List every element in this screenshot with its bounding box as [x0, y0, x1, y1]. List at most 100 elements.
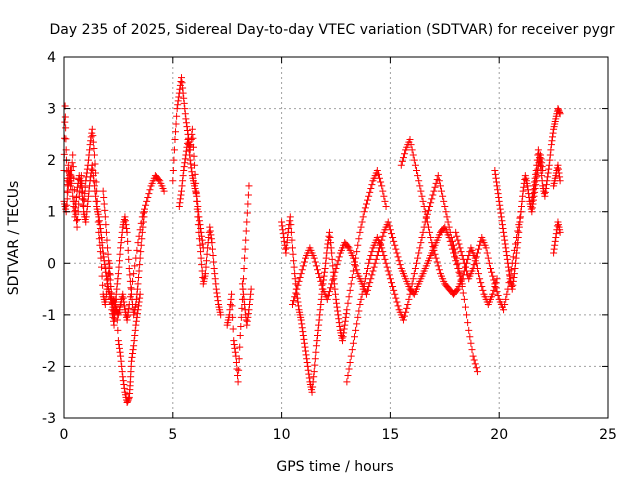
- data-point-interp: [114, 275, 122, 283]
- data-point-interp: [233, 365, 241, 373]
- x-axis-label: GPS time / hours: [276, 459, 393, 475]
- data-point-interp: [545, 165, 553, 173]
- data-point: [556, 228, 564, 236]
- data-point-interp: [244, 310, 252, 318]
- data-point-interp: [433, 258, 441, 266]
- data-point: [310, 368, 318, 376]
- data-point: [323, 295, 331, 303]
- data-point-interp: [136, 261, 144, 269]
- data-point-interp: [177, 191, 185, 199]
- data-point: [206, 223, 214, 231]
- data-point-interp: [235, 355, 243, 363]
- data-point-interp: [506, 271, 514, 279]
- data-point-interp: [118, 368, 126, 376]
- data-point: [493, 182, 501, 190]
- data-point: [469, 352, 477, 360]
- data-point: [188, 125, 196, 133]
- data-point: [469, 264, 477, 272]
- data-point-interp: [345, 293, 353, 301]
- data-point: [291, 270, 299, 278]
- x-tick-label: 5: [168, 427, 177, 443]
- data-point-interp: [102, 228, 110, 236]
- data-point-interp: [64, 188, 72, 196]
- data-point: [408, 280, 416, 288]
- data-point-interp: [113, 285, 121, 293]
- x-tick-label: 10: [273, 427, 291, 443]
- data-point-interp: [520, 183, 528, 191]
- data-point-interp: [379, 248, 387, 256]
- data-point-interp: [381, 197, 389, 205]
- data-point: [73, 223, 81, 231]
- data-point-interp: [317, 277, 325, 285]
- data-point: [473, 368, 481, 376]
- data-point-interp: [73, 217, 81, 225]
- data-point: [99, 187, 107, 195]
- data-point: [132, 301, 140, 309]
- data-point-interp: [342, 313, 350, 321]
- data-point-interp: [551, 237, 559, 245]
- data-point-interp: [294, 281, 302, 289]
- data-point: [127, 357, 135, 365]
- data-point-interp: [114, 310, 122, 318]
- data-point: [500, 228, 508, 236]
- data-point-interp: [287, 221, 295, 229]
- data-point-interp: [357, 223, 365, 231]
- x-tick-label: 25: [599, 427, 617, 443]
- data-point-interp: [239, 285, 247, 293]
- data-point-interp: [194, 203, 202, 211]
- data-point: [299, 331, 307, 339]
- data-point-interp: [450, 241, 458, 249]
- x-tick-label: 20: [490, 427, 508, 443]
- data-point-interp: [89, 172, 97, 180]
- data-point: [136, 254, 144, 262]
- data-point: [69, 192, 77, 200]
- data-point-interp: [96, 221, 104, 229]
- data-point-interp: [543, 181, 551, 189]
- data-point-interp: [237, 322, 245, 330]
- data-point-interp: [285, 224, 293, 232]
- data-point-interp: [181, 159, 189, 167]
- data-point-interp: [494, 186, 502, 194]
- data-point-interp: [183, 139, 191, 147]
- data-point-interp: [193, 197, 201, 205]
- data-point-interp: [419, 228, 427, 236]
- data-point-interp: [302, 351, 310, 359]
- data-point-interp: [75, 175, 83, 183]
- data-point-interp: [226, 301, 234, 309]
- y-tick-label: 3: [47, 102, 56, 118]
- data-point: [201, 270, 209, 278]
- data-point-interp: [194, 208, 202, 216]
- data-point-interp: [145, 190, 153, 198]
- series-pass-e: [175, 136, 207, 252]
- data-point: [184, 136, 192, 144]
- data-point-interp: [503, 290, 511, 298]
- data-point-interp: [301, 343, 309, 351]
- data-point-interp: [374, 170, 382, 178]
- data-point-interp: [385, 271, 393, 279]
- data-point: [101, 213, 109, 221]
- data-point-interp: [290, 263, 298, 271]
- data-point: [302, 347, 310, 355]
- data-point-interp: [278, 222, 286, 230]
- data-point-interp: [169, 166, 177, 174]
- data-point: [180, 166, 188, 174]
- data-point-interp: [430, 246, 438, 254]
- data-point-interp: [367, 185, 375, 193]
- data-point-interp: [333, 261, 341, 269]
- data-point-interp: [183, 126, 191, 134]
- data-point-interp: [89, 166, 97, 174]
- data-point: [297, 316, 305, 324]
- data-point: [373, 166, 381, 174]
- data-point-interp: [247, 290, 255, 298]
- data-point-interp: [207, 235, 215, 243]
- data-point-interp: [295, 277, 303, 285]
- data-point-interp: [494, 190, 502, 198]
- data-point-interp: [99, 281, 107, 289]
- data-point-interp: [384, 267, 392, 275]
- data-point: [378, 244, 386, 252]
- data-point-interp: [550, 245, 558, 253]
- data-point-interp: [231, 348, 239, 356]
- data-point-interp: [70, 208, 78, 216]
- data-point-interp: [335, 315, 343, 323]
